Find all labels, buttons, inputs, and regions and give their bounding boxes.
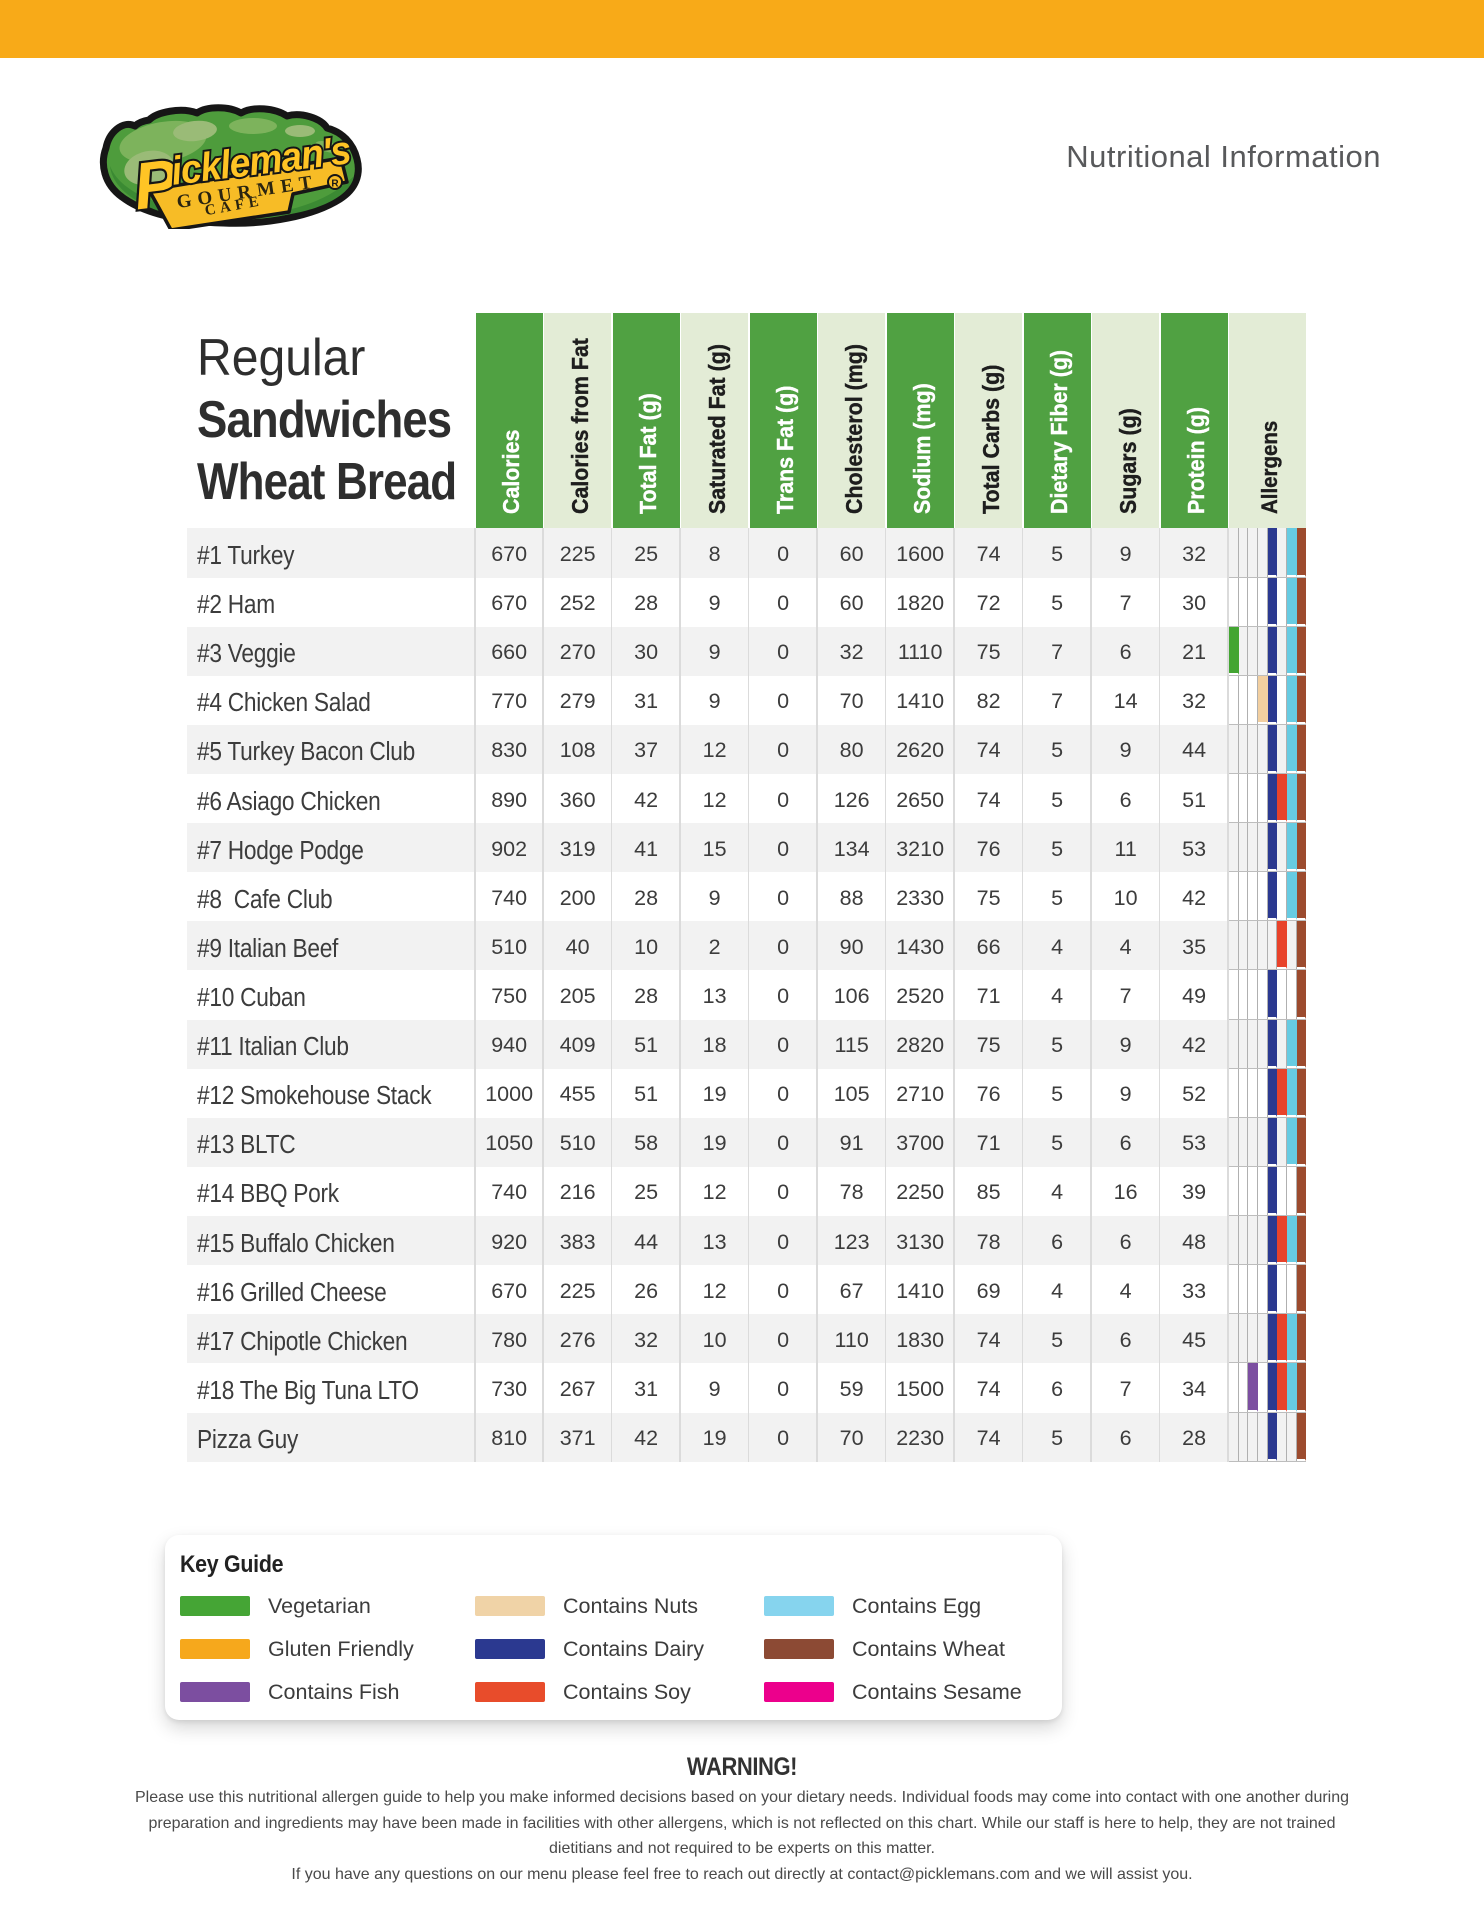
svg-text:R: R bbox=[331, 179, 339, 190]
